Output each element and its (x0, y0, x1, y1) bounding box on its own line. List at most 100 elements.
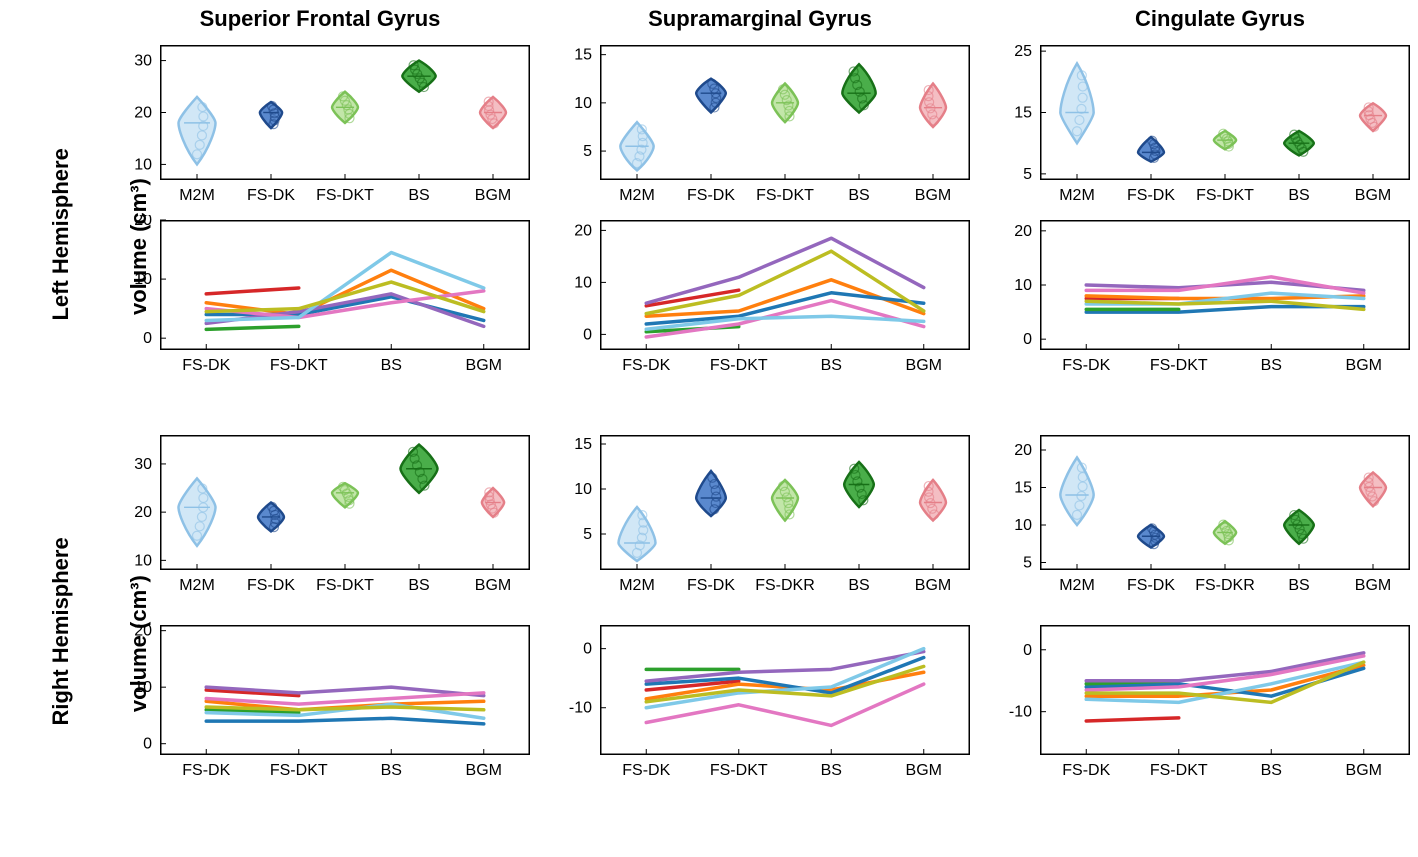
svg-text:10: 10 (134, 156, 152, 173)
svg-text:20: 20 (134, 215, 152, 229)
svg-text:FS-DKT: FS-DKT (1150, 762, 1208, 779)
svg-text:BS: BS (1261, 357, 1282, 374)
panel-lh-smg-line: 01020FS-DKFS-DKTBSBGM (560, 215, 930, 375)
svg-text:BS: BS (408, 577, 429, 594)
col-title-sfg: Superior Frontal Gyrus (170, 6, 470, 32)
svg-text:FS-DK: FS-DK (247, 187, 295, 204)
svg-text:15: 15 (1014, 105, 1032, 122)
svg-text:BGM: BGM (466, 357, 502, 374)
svg-text:FS-DK: FS-DK (1062, 762, 1110, 779)
svg-text:-10: -10 (1009, 704, 1032, 721)
col-title-cg: Cingulate Gyrus (1070, 6, 1370, 32)
svg-text:5: 5 (1023, 555, 1032, 572)
svg-text:BS: BS (848, 187, 869, 204)
svg-text:BGM: BGM (906, 762, 942, 779)
svg-text:FS-DKT: FS-DKT (316, 187, 374, 204)
panel-rh-sfg-violin: 102030M2MFS-DKFS-DKTBSBGM (120, 430, 490, 595)
svg-text:0: 0 (583, 326, 592, 343)
svg-text:BS: BS (821, 762, 842, 779)
svg-text:30: 30 (134, 53, 152, 70)
svg-text:20: 20 (134, 105, 152, 122)
svg-text:FS-DK: FS-DK (622, 357, 670, 374)
svg-text:FS-DKT: FS-DKT (270, 357, 328, 374)
svg-text:BGM: BGM (1346, 762, 1382, 779)
svg-text:10: 10 (1014, 517, 1032, 534)
svg-text:10: 10 (574, 95, 592, 112)
panel-rh-cg-line: -100FS-DKFS-DKTBSBGM (1000, 620, 1370, 780)
svg-text:0: 0 (143, 736, 152, 753)
svg-text:M2M: M2M (619, 577, 655, 594)
svg-text:BGM: BGM (475, 577, 511, 594)
svg-text:10: 10 (134, 679, 152, 696)
svg-text:FS-DKT: FS-DKT (1150, 357, 1208, 374)
svg-text:0: 0 (583, 641, 592, 658)
svg-text:BGM: BGM (466, 762, 502, 779)
svg-text:FS-DK: FS-DK (1127, 577, 1175, 594)
svg-text:BS: BS (1288, 187, 1309, 204)
svg-text:BGM: BGM (475, 187, 511, 204)
panel-rh-cg-violin: 5101520M2MFS-DKFS-DKRBSBGM (1000, 430, 1370, 595)
svg-text:BS: BS (848, 577, 869, 594)
svg-text:5: 5 (583, 143, 592, 160)
svg-text:20: 20 (574, 222, 592, 239)
panel-rh-smg-line: -100FS-DKFS-DKTBSBGM (560, 620, 930, 780)
svg-text:FS-DK: FS-DK (622, 762, 670, 779)
panel-lh-sfg-line: 01020FS-DKFS-DKTBSBGM (120, 215, 490, 375)
svg-text:10: 10 (574, 274, 592, 291)
svg-text:FS-DK: FS-DK (687, 187, 735, 204)
svg-text:FS-DKT: FS-DKT (710, 762, 768, 779)
svg-text:BS: BS (381, 762, 402, 779)
svg-text:15: 15 (1014, 480, 1032, 497)
svg-text:M2M: M2M (1059, 577, 1095, 594)
figure-root: Superior Frontal Gyrus Supramarginal Gyr… (0, 0, 1418, 857)
svg-text:BGM: BGM (915, 187, 951, 204)
svg-text:M2M: M2M (619, 187, 655, 204)
svg-text:BGM: BGM (1355, 577, 1391, 594)
svg-text:20: 20 (1014, 442, 1032, 459)
svg-text:5: 5 (1023, 166, 1032, 183)
svg-text:-10: -10 (569, 700, 592, 717)
panel-rh-smg-violin: 51015M2MFS-DKFS-DKRBSBGM (560, 430, 930, 595)
svg-text:BGM: BGM (906, 357, 942, 374)
svg-text:20: 20 (134, 623, 152, 640)
svg-text:M2M: M2M (179, 187, 215, 204)
svg-text:FS-DKT: FS-DKT (316, 577, 374, 594)
svg-text:BS: BS (408, 187, 429, 204)
svg-text:M2M: M2M (179, 577, 215, 594)
svg-text:FS-DK: FS-DK (247, 577, 295, 594)
svg-text:0: 0 (1023, 331, 1032, 348)
svg-text:10: 10 (1014, 277, 1032, 294)
svg-text:M2M: M2M (1059, 187, 1095, 204)
panel-rh-sfg-line: 01020FS-DKFS-DKTBSBGM (120, 620, 490, 780)
panel-lh-smg-violin: 51015M2MFS-DKFS-DKTBSBGM (560, 40, 930, 205)
svg-text:10: 10 (134, 552, 152, 569)
panel-lh-cg-line: 01020FS-DKFS-DKTBSBGM (1000, 215, 1370, 375)
svg-text:BS: BS (381, 357, 402, 374)
svg-text:FS-DKR: FS-DKR (755, 577, 815, 594)
svg-text:0: 0 (143, 330, 152, 347)
svg-text:FS-DK: FS-DK (1127, 187, 1175, 204)
svg-text:5: 5 (583, 526, 592, 543)
svg-text:FS-DKT: FS-DKT (710, 357, 768, 374)
panel-lh-cg-violin: 51525M2MFS-DKFS-DKTBSBGM (1000, 40, 1370, 205)
col-title-smg: Supramarginal Gyrus (610, 6, 910, 32)
svg-text:15: 15 (574, 436, 592, 453)
svg-text:BS: BS (1261, 762, 1282, 779)
svg-text:30: 30 (134, 456, 152, 473)
svg-text:BGM: BGM (915, 577, 951, 594)
row-label-lh-1: Left Hemisphere (48, 148, 73, 320)
svg-text:FS-DKR: FS-DKR (1195, 577, 1255, 594)
svg-text:BS: BS (1288, 577, 1309, 594)
svg-text:BS: BS (821, 357, 842, 374)
row-label-rh-1: Right Hemisphere (48, 537, 73, 725)
svg-text:FS-DK: FS-DK (687, 577, 735, 594)
svg-text:BGM: BGM (1355, 187, 1391, 204)
svg-text:FS-DK: FS-DK (182, 357, 230, 374)
svg-text:10: 10 (574, 481, 592, 498)
svg-text:20: 20 (1014, 223, 1032, 240)
svg-text:FS-DK: FS-DK (1062, 357, 1110, 374)
svg-text:0: 0 (1023, 642, 1032, 659)
svg-text:25: 25 (1014, 43, 1032, 60)
svg-text:FS-DKT: FS-DKT (756, 187, 814, 204)
svg-text:FS-DKT: FS-DKT (1196, 187, 1254, 204)
